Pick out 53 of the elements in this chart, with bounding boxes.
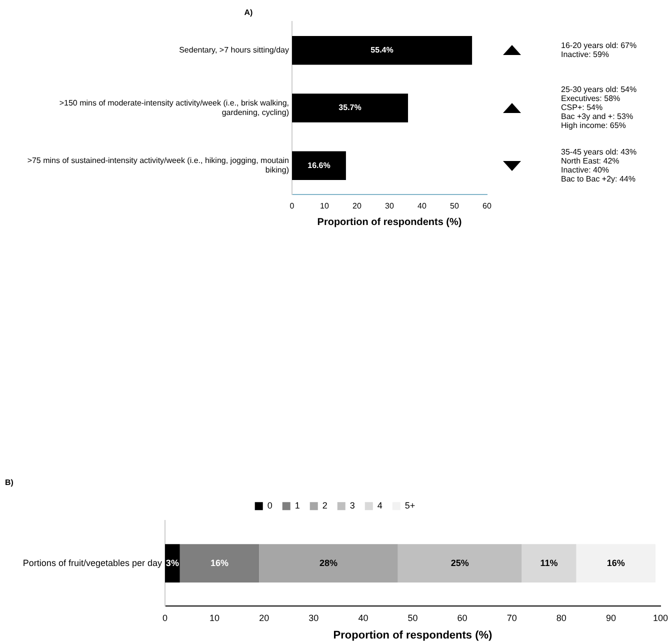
bar	[165, 544, 180, 583]
x-tick-label: 80	[556, 612, 566, 623]
x-tick-label: 70	[506, 612, 517, 623]
x-tick-label: 100	[652, 612, 668, 623]
legend-label: 1	[294, 500, 300, 511]
data-label: 3%	[166, 558, 179, 568]
bar	[576, 544, 656, 583]
chart-title: A)	[244, 8, 254, 18]
x-tick-label: 40	[418, 201, 427, 210]
bar	[292, 36, 472, 65]
x-tick-label: 60	[482, 201, 492, 210]
bar	[292, 94, 408, 122]
data-label: 16%	[210, 558, 229, 568]
x-tick-label: 30	[308, 612, 319, 623]
data-label: 55.4%	[370, 46, 394, 55]
data-label: 11%	[540, 558, 558, 568]
x-tick-label: 20	[352, 201, 362, 210]
x-tick-label: 30	[385, 201, 394, 210]
x-tick-label: 10	[210, 612, 220, 623]
bar	[180, 544, 260, 583]
y-tick-label: >150 mins of moderate-intensity activity/week (i.e., brisk walking, gardening, cycling)	[59, 98, 290, 118]
y-tick-label: Sedentary, >7 hours sitting/day	[179, 46, 289, 55]
data-label: 35.7%	[338, 103, 362, 112]
text: B)	[5, 478, 14, 488]
data-label: 28%	[320, 558, 338, 568]
x-axis-title: Proportion of respondents (%)	[317, 216, 462, 228]
text: 25-30 years old: 54% Executives: 58% CSP+: 54% Bac +3y and +: 53% High income: 65%	[561, 85, 637, 130]
text: 16-20 years old: 67% Inactive: 59%	[561, 41, 637, 60]
legend-label: 3	[350, 500, 355, 511]
x-tick-label: 60	[457, 612, 468, 623]
x-tick-label: 0	[162, 612, 168, 623]
legend-label: 5+	[404, 500, 416, 511]
data-label: 25%	[450, 558, 469, 568]
x-tick-label: 0	[290, 201, 295, 210]
x-tick-label: 40	[358, 612, 368, 623]
x-tick-label: 50	[450, 201, 460, 210]
data-label: 16.6%	[308, 160, 330, 170]
data-label: 16%	[606, 558, 625, 568]
bar	[522, 544, 576, 583]
bar	[259, 544, 398, 583]
bar	[292, 151, 346, 180]
y-tick-label: >75 mins of sustained-intensity activity/week (i.e., hiking, jogging, moutain biking)	[27, 156, 290, 175]
x-tick-label: 50	[408, 612, 418, 623]
text: 35-45 years old: 43% North East: 42% Inactive: 40% Bac to Bac +2y: 44%	[561, 147, 637, 184]
legend-label: 0	[267, 500, 272, 511]
x-tick-label: 90	[606, 612, 616, 623]
y-tick-label: Portions of fruit/vegetables per day	[22, 558, 162, 568]
bar	[398, 544, 522, 583]
legend-label: 2	[322, 500, 328, 511]
x-axis-title: Proportion of respondents (%)	[333, 629, 493, 642]
x-tick-label: 20	[259, 612, 270, 623]
legend-label: 4	[377, 500, 382, 511]
x-tick-label: 10	[320, 201, 330, 210]
